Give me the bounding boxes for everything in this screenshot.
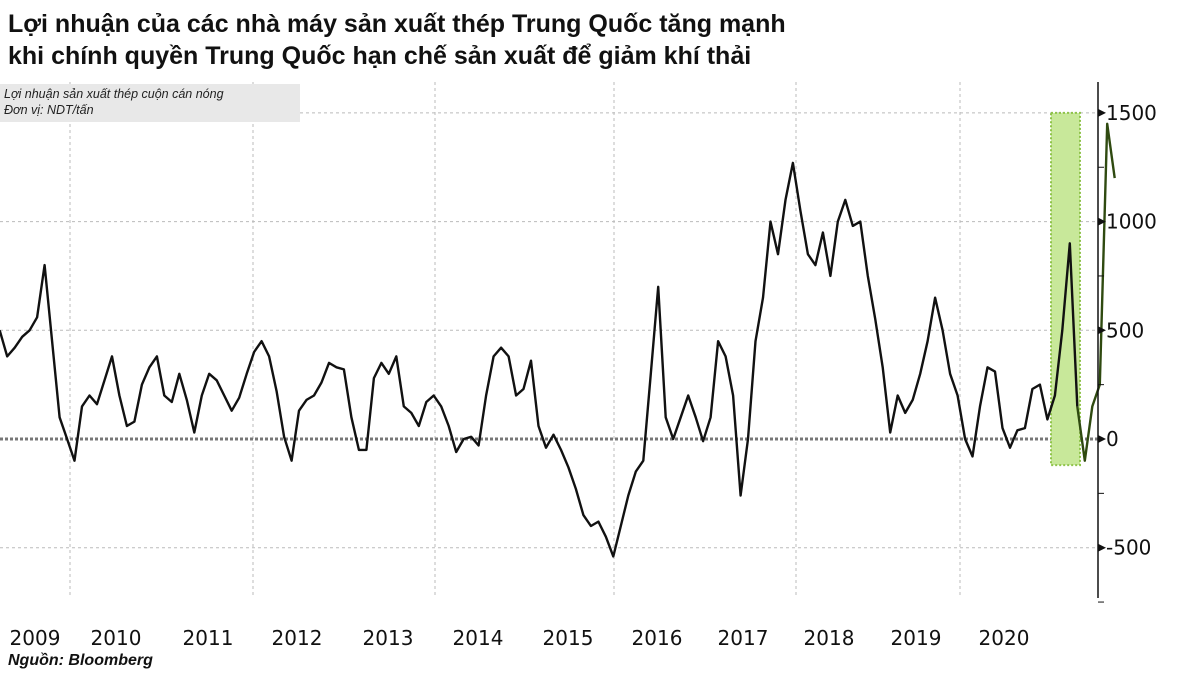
x-tick-label: 2009 bbox=[10, 626, 61, 650]
y-tick-marker bbox=[1098, 543, 1106, 552]
y-tick-marker bbox=[1098, 435, 1106, 443]
y-tick-label: 1500 bbox=[1106, 101, 1157, 125]
y-tick-label: -500 bbox=[1106, 536, 1151, 560]
x-tick-label: 2014 bbox=[453, 626, 504, 650]
y-tick-marker bbox=[1098, 108, 1106, 117]
legend-series-label: Lợi nhuận sản xuất thép cuộn cán nóng bbox=[4, 87, 224, 101]
title-line-1: Lợi nhuận của các nhà máy sản xuất thép … bbox=[8, 10, 786, 38]
title-line-2: khi chính quyền Trung Quốc hạn chế sản x… bbox=[8, 42, 752, 70]
x-axis: 2009 2010 2011 2012 2013 2014 2015 2016 2017 2018… bbox=[10, 626, 1030, 650]
chart-title: Lợi nhuận của các nhà máy sản xuất thép … bbox=[8, 8, 786, 72]
y-axis: -500 0 500 1000 1500 bbox=[1097, 82, 1157, 603]
legend-box: Lợi nhuận sản xuất thép cuộn cán nóng Đơ… bbox=[0, 84, 300, 122]
x-tick-label: 2012 bbox=[272, 626, 323, 650]
y-tick-label: 500 bbox=[1106, 318, 1144, 342]
source-note: Nguồn: Bloomberg bbox=[8, 652, 153, 669]
legend-unit-label: Đơn vị: NDT/tấn bbox=[4, 103, 94, 117]
profit-line-highlighted bbox=[1076, 122, 1116, 462]
x-tick-label: 2019 bbox=[891, 626, 942, 650]
x-tick-label: 2013 bbox=[363, 626, 414, 650]
y-tick-label: 0 bbox=[1106, 427, 1119, 451]
x-tick-label: 2020 bbox=[979, 626, 1030, 650]
x-tick-label: 2011 bbox=[183, 626, 234, 650]
x-tick-label: 2010 bbox=[91, 626, 142, 650]
gridlines bbox=[0, 82, 1098, 598]
y-tick-marker bbox=[1098, 326, 1106, 335]
y-tick-label: 1000 bbox=[1106, 210, 1157, 234]
profit-line bbox=[0, 161, 1079, 558]
x-tick-label: 2015 bbox=[543, 626, 594, 650]
x-tick-label: 2018 bbox=[804, 626, 855, 650]
x-tick-label: 2017 bbox=[718, 626, 769, 650]
data-series bbox=[0, 122, 1116, 558]
x-tick-label: 2016 bbox=[632, 626, 683, 650]
y-tick-marker bbox=[1098, 217, 1106, 226]
